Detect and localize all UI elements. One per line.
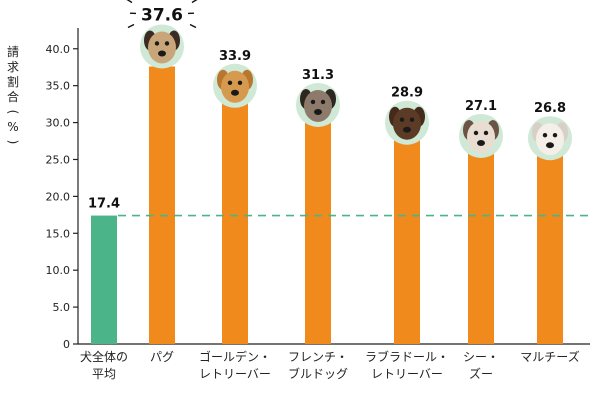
bar-breed <box>222 93 248 345</box>
bars <box>91 66 563 345</box>
category-label: フレンチ・ <box>288 350 348 364</box>
category-label: ズー <box>469 366 493 381</box>
y-tick-label: 30.0 <box>46 117 71 130</box>
category-label: マルチーズ <box>520 349 579 364</box>
category-label: 平均 <box>92 367 116 381</box>
emphasis-ray <box>127 23 135 29</box>
value-label: 17.4 <box>88 197 120 212</box>
y-axis-title-char: ( <box>6 110 20 115</box>
value-label: 37.6 <box>141 5 183 25</box>
y-axis-title-char: 合 <box>7 89 19 104</box>
category-label: ブルドッグ <box>288 366 348 381</box>
y-axis-title-char: % <box>7 120 18 134</box>
category-label: レトリーバー <box>199 367 271 381</box>
bar-breed <box>394 130 420 344</box>
y-axis-title-char: ) <box>6 140 20 145</box>
value-labels: 17.4 37.6 33.9 31.3 28.9 27.1 26.8 <box>88 0 566 212</box>
bar-breed <box>468 143 494 344</box>
category-label: ゴールデン・ <box>199 349 271 364</box>
shih-tzu-icon <box>459 113 503 158</box>
value-label: 33.9 <box>219 49 251 64</box>
emphasis-ray <box>126 0 133 4</box>
y-tick-label: 5.0 <box>53 301 71 314</box>
bar-breed <box>149 66 175 344</box>
y-tick-label: 40.0 <box>46 43 71 56</box>
category-label: パグ <box>150 350 174 364</box>
bar-average <box>91 215 117 344</box>
golden-retriever-icon <box>213 63 257 108</box>
y-axis-title-char: 割 <box>7 74 19 89</box>
french-bulldog-icon <box>296 82 340 127</box>
maltese-icon <box>528 116 572 161</box>
category-label: 犬全体の <box>80 349 128 364</box>
value-label: 28.9 <box>391 86 423 101</box>
y-tick-label: 10.0 <box>46 264 71 277</box>
y-tick-label: 35.0 <box>46 80 71 93</box>
y-tick-label: 15.0 <box>46 227 71 240</box>
category-label: レトリーバー <box>371 367 443 381</box>
y-axis: 0 5.0 10.0 15.0 20.0 25.0 30.0 35.0 40.0 <box>46 28 590 351</box>
bar-breed <box>305 112 331 344</box>
emphasis-ray <box>189 23 197 29</box>
value-label: 26.8 <box>534 101 566 116</box>
dog-icons <box>140 24 572 161</box>
category-label: シー・ <box>463 350 499 364</box>
category-label: ラブラドール・ <box>365 349 449 364</box>
bar-breed <box>537 146 563 344</box>
y-axis-title-char: 求 <box>7 60 19 74</box>
pug-icon <box>140 24 184 69</box>
emphasis-ray <box>191 0 198 4</box>
value-label: 31.3 <box>302 68 334 83</box>
y-axis-title-char: 請 <box>7 45 19 59</box>
y-tick-label: 25.0 <box>46 153 71 166</box>
labrador-retriever-icon <box>385 100 429 145</box>
y-tick-label: 20.0 <box>46 190 71 203</box>
value-label: 27.1 <box>465 99 497 114</box>
y-tick-label: 0 <box>63 338 70 351</box>
